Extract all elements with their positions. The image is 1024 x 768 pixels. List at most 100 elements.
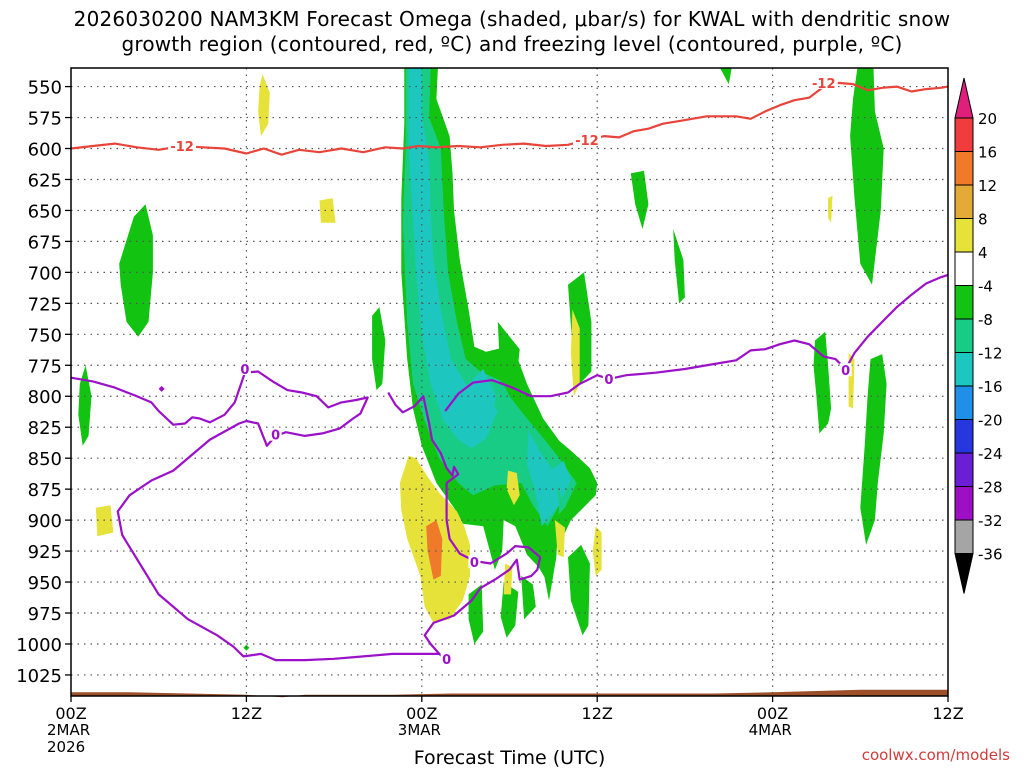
y-tick-label: 775 — [28, 356, 62, 377]
colorbar-band — [954, 352, 974, 387]
omega-region — [426, 520, 443, 580]
contour-label: -12 — [170, 140, 194, 155]
grid-lines — [71, 68, 948, 696]
omega-region — [550, 460, 571, 498]
contour-label: -12 — [812, 77, 836, 92]
freezing-level-contour — [70, 370, 448, 662]
colorbar-band — [954, 419, 974, 454]
y-tick-label: 800 — [28, 387, 62, 408]
omega-region — [78, 365, 92, 446]
chart-title-line-1: 2026030200 NAM3KM Forecast Omega (shaded… — [73, 7, 951, 31]
colorbar-band — [954, 385, 974, 420]
freezing-level-contour — [387, 391, 542, 655]
omega-region — [543, 505, 560, 601]
omega-region — [592, 526, 602, 576]
contour-label-bg — [809, 75, 838, 89]
colorbar-band — [954, 452, 974, 487]
x-date-label: 4MAR — [749, 721, 792, 739]
y-tick-label: 550 — [28, 78, 62, 99]
contour-label-bg — [468, 555, 481, 569]
y-tick-label: 700 — [28, 263, 62, 284]
x-tick-label: 12Z — [932, 704, 963, 723]
omega-region — [850, 68, 884, 285]
plot-frame — [70, 67, 949, 697]
omega-region — [630, 170, 649, 229]
contour-label-bg — [440, 651, 453, 665]
omega-region — [570, 309, 580, 397]
colorbar-band — [954, 251, 974, 286]
omega-region — [500, 582, 519, 638]
colorbar-band — [954, 486, 974, 521]
contour-label: 0 — [841, 364, 850, 379]
x-tick-label: 12Z — [582, 704, 613, 723]
y-tick-label: 675 — [28, 232, 62, 253]
omega-region — [720, 68, 732, 85]
contour-label: 0 — [271, 429, 280, 444]
contour-label: -12 — [575, 134, 599, 149]
omega-region — [408, 68, 498, 449]
colorbar-tick-label: 8 — [978, 211, 988, 229]
colorbar-tick-label: -4 — [978, 278, 993, 296]
omega-region — [673, 229, 685, 304]
x-tick-label: 00Z — [55, 704, 86, 723]
y-tick-label: 1000 — [16, 635, 62, 656]
site-credit: coolwx.com/models — [861, 746, 1010, 764]
omega-region — [860, 354, 887, 545]
colorbar-band — [954, 218, 974, 253]
x-tick-label: 00Z — [757, 704, 788, 723]
contour-label-bg — [168, 139, 197, 153]
chart-title-line-2: growth region (contoured, red, ºC) and f… — [121, 32, 903, 56]
contour-label-bg — [238, 361, 251, 375]
colorbar-tick-label: -12 — [978, 345, 1003, 363]
colorbar-tick-label: -20 — [978, 412, 1003, 430]
colorbar-band — [954, 285, 974, 320]
x-tick-label: 00Z — [406, 704, 437, 723]
colorbar-tick-label: 4 — [978, 244, 988, 262]
contour-labels: -12 -12 -12 0 0 0 0 0 0 — [168, 75, 852, 668]
contour-label: 0 — [604, 373, 613, 388]
colorbar-tick-label: -24 — [978, 445, 1003, 463]
colorbar-bottom-arrow — [954, 553, 974, 594]
omega-region — [372, 307, 386, 391]
y-tick-label: 925 — [28, 542, 62, 563]
colorbar-tick-label: 16 — [978, 144, 997, 162]
y-tick-label: 875 — [28, 480, 62, 501]
y-tick-label: 1025 — [16, 666, 62, 687]
colorbar-tick-label: -16 — [978, 378, 1003, 396]
colorbar-band — [954, 117, 974, 152]
x-year-label: 2026 — [47, 738, 85, 756]
x-date-label: 3MAR — [398, 721, 441, 739]
y-tick-label: 825 — [28, 418, 62, 439]
omega-region — [828, 195, 833, 223]
omega-region — [497, 321, 520, 384]
omega-region — [506, 470, 520, 506]
omega-region — [813, 331, 832, 434]
omega-region — [527, 430, 560, 527]
y-tick-label: 900 — [28, 511, 62, 532]
contour-label-bg — [269, 427, 282, 441]
contour-label: 0 — [470, 556, 479, 571]
y-tick-label: 950 — [28, 573, 62, 594]
omega-region — [468, 369, 497, 440]
colorbar-band — [954, 318, 974, 353]
colorbar-band — [954, 151, 974, 186]
colorbar-tick-label: -36 — [978, 546, 1003, 564]
colorbar-tick-label: -8 — [978, 311, 993, 329]
omega-region — [521, 575, 536, 620]
omega-region — [319, 198, 336, 223]
colorbar-top-arrow — [954, 77, 974, 119]
y-tick-label: 725 — [28, 294, 62, 315]
contour-label-bg — [572, 132, 601, 146]
colorbar-tick-label: 12 — [978, 177, 997, 195]
y-tick-label: 600 — [28, 140, 62, 161]
contour-label: 0 — [442, 653, 451, 668]
y-tick-label: 975 — [28, 604, 62, 625]
omega-region — [554, 520, 565, 558]
x-tick-label: 12Z — [231, 704, 262, 723]
x-date-label: 2MAR — [47, 721, 90, 739]
omega-region — [568, 544, 590, 636]
snow-growth-contour — [70, 81, 949, 156]
colorbar-band — [954, 184, 974, 219]
y-tick-label: 650 — [28, 201, 62, 222]
